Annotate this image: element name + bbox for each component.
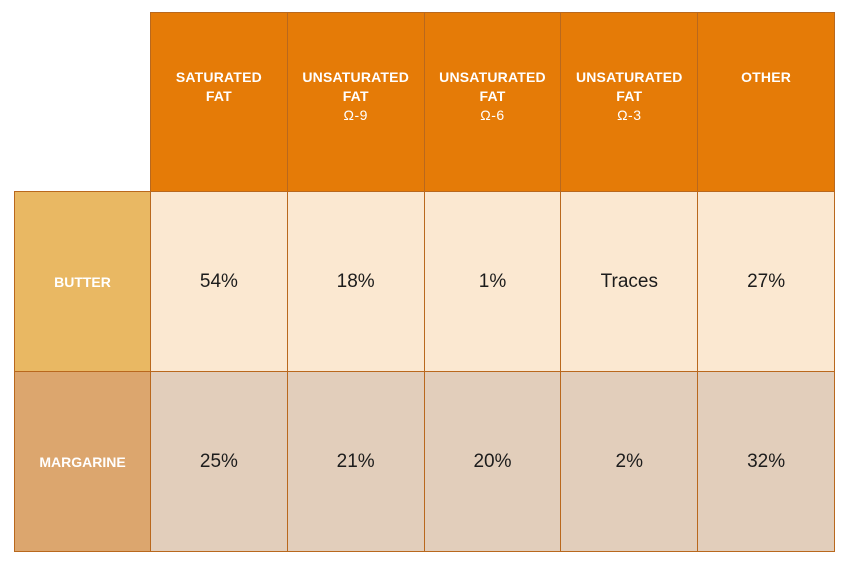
table-cell: 2% (560, 371, 699, 552)
table-cell: 20% (423, 371, 562, 552)
column-header-label: UNSATURATED (302, 69, 410, 85)
column-header-subtitle: Ω-3 (617, 107, 642, 123)
column-header-label-2: FAT (479, 88, 506, 104)
column-header-subtitle: Ω-9 (343, 107, 368, 123)
table-cell: 21% (286, 371, 425, 552)
fat-composition-table: SATURATED FAT UNSATURATED FAT Ω-9 UNSATU… (14, 12, 835, 552)
column-header-other: OTHER (697, 12, 835, 192)
row-header-margarine: MARGARINE (14, 371, 151, 552)
table-cell: 25% (150, 371, 288, 552)
table-cell: 32% (697, 371, 835, 552)
row-header-butter: BUTTER (14, 191, 151, 372)
table-cell: Traces (560, 191, 699, 372)
column-header-label: SATURATED (175, 69, 262, 85)
column-header-label: UNSATURATED (575, 69, 683, 85)
table-cell: 1% (423, 191, 562, 372)
column-header-label: UNSATURATED (439, 69, 546, 85)
header-row: SATURATED FAT UNSATURATED FAT Ω-9 UNSATU… (14, 12, 835, 192)
table-cell: 54% (150, 191, 288, 372)
corner-cell (14, 12, 151, 192)
column-header-saturated-fat: SATURATED FAT (150, 12, 288, 192)
column-header-label-2: FAT (205, 88, 232, 104)
column-header-subtitle: Ω-6 (480, 107, 505, 123)
column-header-unsaturated-omega-6: UNSATURATED FAT Ω-6 (423, 12, 562, 192)
table-row-butter: BUTTER 54% 18% 1% Traces 27% (14, 191, 835, 372)
column-header-unsaturated-omega-9: UNSATURATED FAT Ω-9 (286, 12, 425, 192)
table-cell: 27% (697, 191, 835, 372)
column-header-label: OTHER (741, 69, 792, 85)
table-cell: 18% (286, 191, 425, 372)
column-header-label-2: FAT (616, 88, 643, 104)
column-header-unsaturated-omega-3: UNSATURATED FAT Ω-3 (560, 12, 699, 192)
column-header-label-2: FAT (342, 88, 369, 104)
table-row-margarine: MARGARINE 25% 21% 20% 2% 32% (14, 371, 835, 552)
